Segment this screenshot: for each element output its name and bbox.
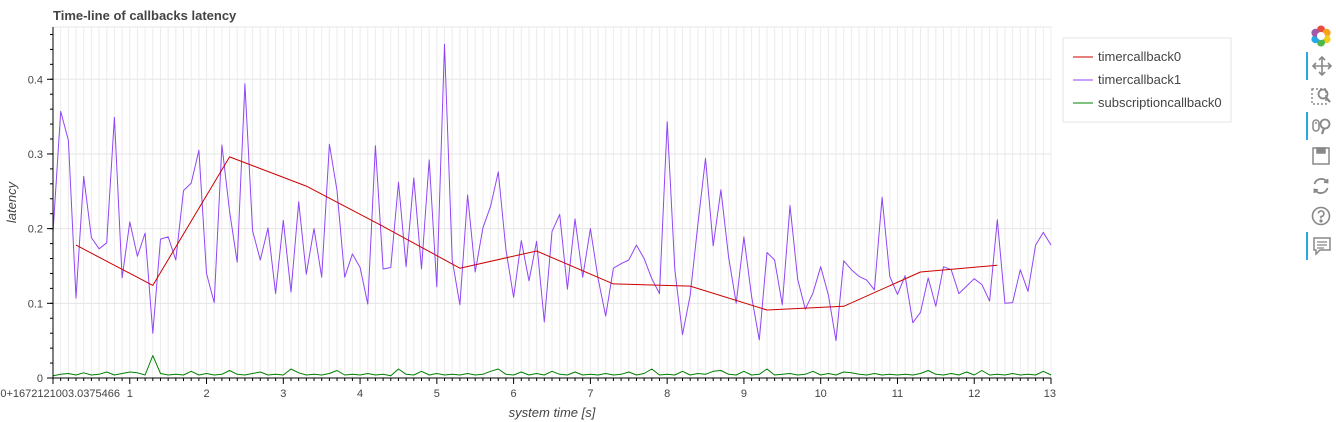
x-tick-label: 2 (203, 388, 209, 400)
help-tool-icon[interactable] (1306, 202, 1336, 230)
legend-entry: subscriptioncallback0 (1098, 95, 1222, 110)
bokeh-logo-icon[interactable] (1306, 22, 1336, 50)
x-tick-label: 13 (1044, 388, 1056, 400)
x-tick-label: 7 (587, 388, 593, 400)
x-tick-label: 0+1672121003.0375466 (0, 388, 120, 400)
toolbar (1306, 22, 1336, 272)
y-axis: 0 0.1 0.2 0.3 0.4 (28, 27, 54, 385)
x-tick-label: 1 (127, 388, 133, 400)
x-tick-label: 11 (892, 388, 903, 400)
x-tick-label: 12 (968, 388, 980, 400)
reset-tool-icon[interactable] (1306, 172, 1336, 200)
pan-tool-icon[interactable] (1306, 52, 1336, 80)
y-tick-label: 0 (37, 373, 43, 385)
y-tick-label: 0.4 (28, 74, 43, 86)
y-gridlines (53, 78, 1051, 379)
x-axis-label: system time [s] (509, 405, 596, 420)
hover-tool-icon[interactable] (1306, 232, 1336, 260)
series-line-timercallback0 (75, 156, 998, 311)
y-tick-label: 0.2 (28, 224, 43, 236)
x-tick-label: 10 (815, 388, 827, 400)
chart-title: Time-line of callbacks latency (53, 8, 237, 23)
x-axis: 0+1672121003.0375466 1 2 3 4 5 6 7 8 9 10 11 12 13 (0, 377, 1056, 400)
x-tick-label: 8 (664, 388, 670, 400)
x-tick-label: 6 (511, 388, 517, 400)
legend-entry: timercallback0 (1098, 49, 1181, 64)
series-line-subscriptioncallback0 (52, 355, 1052, 377)
x-tick-label: 3 (280, 388, 286, 400)
x-tick-label: 9 (741, 388, 747, 400)
save-tool-icon[interactable] (1306, 142, 1336, 170)
box-zoom-tool-icon[interactable] (1306, 82, 1336, 110)
y-axis-label: latency (4, 180, 19, 223)
series-layer (52, 43, 1052, 377)
x-gridlines (52, 27, 1052, 378)
x-tick-label: 5 (434, 388, 440, 400)
legend-entry: timercallback1 (1098, 72, 1181, 87)
legend: timercallback0 timercallback1 subscription… (1062, 37, 1232, 123)
wheel-zoom-tool-icon[interactable] (1306, 112, 1336, 140)
y-tick-label: 0.3 (28, 149, 43, 161)
y-tick-label: 0.1 (28, 298, 43, 310)
x-tick-label: 4 (357, 388, 363, 400)
series-line-timercallback1 (52, 43, 1052, 342)
